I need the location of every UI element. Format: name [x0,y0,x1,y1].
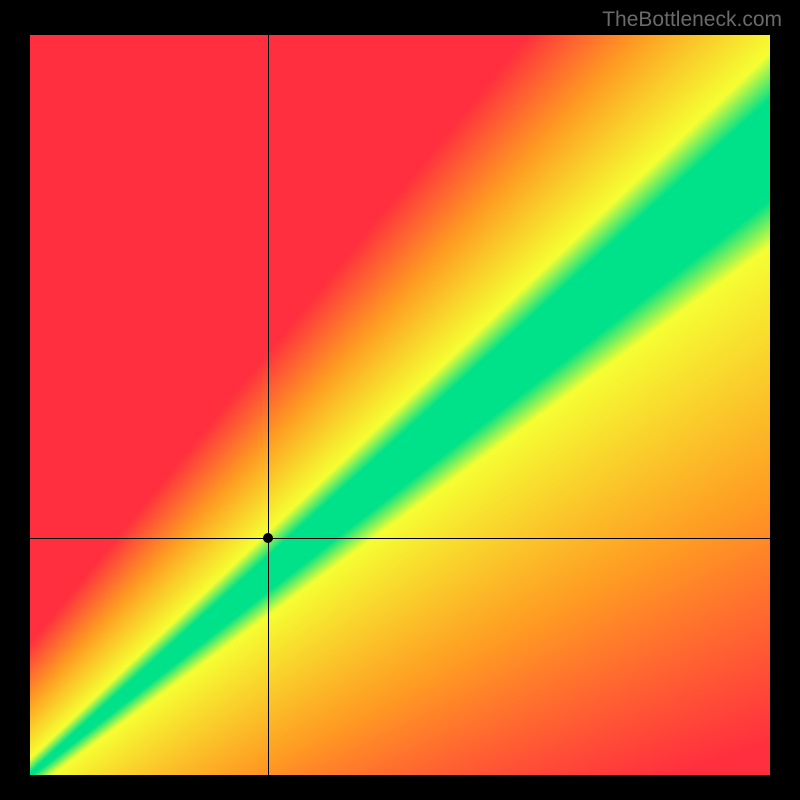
attribution-label: TheBottleneck.com [602,8,782,32]
crosshair-horizontal [30,538,770,539]
crosshair-vertical [268,35,269,775]
chart-container: TheBottleneck.com [0,0,800,800]
heatmap-canvas [30,35,770,775]
plot-area [30,35,770,775]
marker-dot [263,533,273,543]
